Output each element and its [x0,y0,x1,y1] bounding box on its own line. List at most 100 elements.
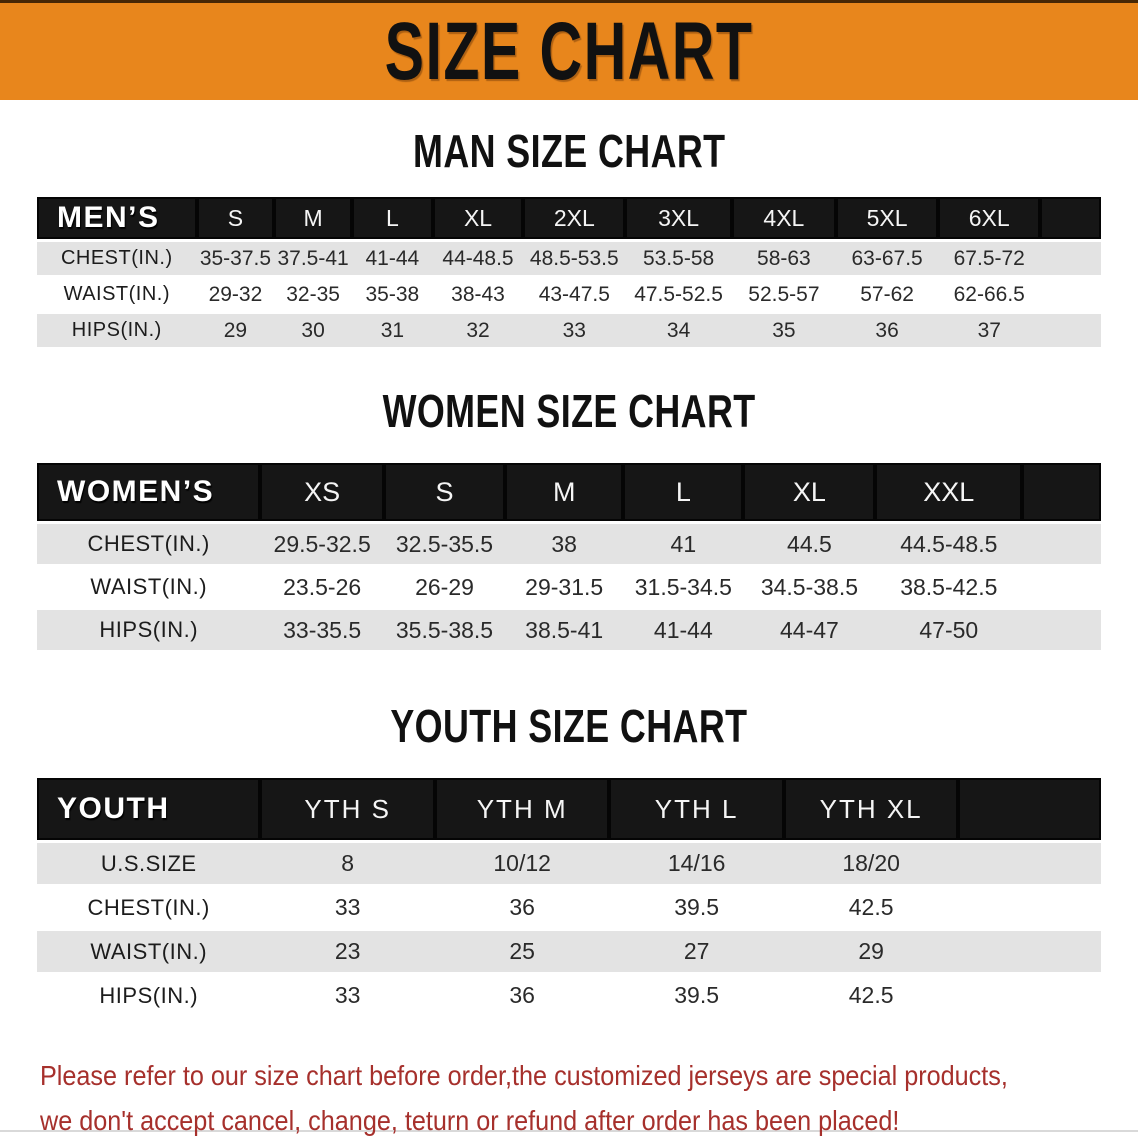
table-row: CHEST(IN.) 33 36 39.5 42.5 [37,887,1101,928]
size-value-cell: 42.5 [783,975,959,1016]
disclaimer-line-2: we don't accept cancel, change, teturn o… [40,1105,900,1137]
table-header-row: WOMEN’S XS S M L XL XXL [37,463,1101,521]
measurement-label-cell: WAIST(IN.) [37,567,261,607]
size-column-header: 4XL [731,197,837,239]
size-column-header: XXL [875,463,1023,521]
youth-section-heading-text: YOUTH SIZE CHART [390,700,748,752]
size-value-cell: 27 [609,931,784,972]
page-title-text: SIZE CHART [384,5,754,97]
size-value-cell: 29-31.5 [505,567,624,607]
size-value-cell: 32-35 [274,278,352,311]
size-value-cell: 39.5 [609,975,784,1016]
size-value-cell: 25 [434,931,610,972]
size-value-cell: 31.5-34.5 [623,567,744,607]
row-spacer-cell [958,975,1101,1016]
row-spacer-cell [1040,242,1101,275]
size-column-header: YTH L [609,778,784,840]
size-value-cell: 41-44 [623,610,744,650]
size-value-cell: 37.5-41 [274,242,352,275]
section-youth: YOUTH SIZE CHART YOUTH YTH S YTH M YTH L YTH… [0,703,1138,1019]
row-spacer-cell [1022,524,1101,564]
men-size-table: MEN’S S M L XL 2XL 3XL 4XL 5XL 6XL CHEST(IN.) 35-37… [37,194,1101,350]
youth-section-heading: YOUTH SIZE CHART [0,703,1138,749]
size-value-cell: 29.5-32.5 [260,524,384,564]
header-spacer-cell [1022,463,1101,521]
size-value-cell: 37 [938,314,1041,347]
size-value-cell: 34 [625,314,732,347]
size-column-header: XS [260,463,384,521]
size-value-cell: 39.5 [609,887,784,928]
size-value-cell: 38.5-42.5 [875,567,1023,607]
size-value-cell: 31 [351,314,433,347]
table-category-label: MEN’S [37,197,197,239]
size-column-header: YTH M [434,778,610,840]
size-column-header: S [196,197,275,239]
measurement-label-cell: CHEST(IN.) [37,242,197,275]
measurement-label-cell: CHEST(IN.) [37,887,261,928]
row-spacer-cell [958,843,1101,884]
size-value-cell: 36 [434,887,610,928]
section-women: WOMEN SIZE CHART WOMEN’S XS S M L XL XXL CHEST(… [0,388,1138,653]
table-category-label: YOUTH [37,778,261,840]
youth-size-table: YOUTH YTH S YTH M YTH L YTH XL U.S.SIZE 8 10/12… [37,775,1101,1019]
size-column-header: YTH XL [783,778,959,840]
size-value-cell: 44-48.5 [432,242,524,275]
size-value-cell: 29 [196,314,275,347]
size-value-cell: 35.5-38.5 [383,610,506,650]
size-value-cell: 35-37.5 [196,242,275,275]
table-row: WAIST(IN.) 23.5-26 26-29 29-31.5 31.5-34.5 34… [37,567,1101,607]
table-row: U.S.SIZE 8 10/12 14/16 18/20 [37,843,1101,884]
size-value-cell: 67.5-72 [938,242,1041,275]
size-value-cell: 18/20 [783,843,959,884]
size-value-cell: 30 [274,314,352,347]
measurement-label-cell: HIPS(IN.) [37,314,197,347]
size-value-cell: 8 [260,843,435,884]
size-value-cell: 26-29 [383,567,506,607]
table-row: CHEST(IN.) 29.5-32.5 32.5-35.5 38 41 44.5 44.5… [37,524,1101,564]
men-section-heading-text: MAN SIZE CHART [412,125,726,177]
size-value-cell: 29-32 [196,278,275,311]
size-value-cell: 53.5-58 [625,242,732,275]
size-value-cell: 44.5 [743,524,876,564]
table-row: HIPS(IN.) 33-35.5 35.5-38.5 38.5-41 41-44 44-… [37,610,1101,650]
size-value-cell: 35 [731,314,837,347]
size-value-cell: 33 [260,887,435,928]
size-value-cell: 47-50 [875,610,1023,650]
banner: SIZE CHART [0,0,1138,100]
size-value-cell: 44.5-48.5 [875,524,1023,564]
size-value-cell: 34.5-38.5 [743,567,876,607]
size-column-header: L [351,197,433,239]
size-value-cell: 48.5-53.5 [523,242,626,275]
size-column-header: 2XL [523,197,626,239]
size-value-cell: 38 [505,524,624,564]
disclaimer-line-1: Please refer to our size chart before or… [40,1060,1008,1091]
size-column-header: M [505,463,624,521]
women-section-heading: WOMEN SIZE CHART [0,388,1138,434]
men-section-heading: MAN SIZE CHART [0,128,1138,174]
size-value-cell: 42.5 [783,887,959,928]
size-value-cell: 43-47.5 [523,278,626,311]
size-value-cell: 52.5-57 [731,278,837,311]
size-value-cell: 32 [432,314,524,347]
size-column-header: XL [432,197,524,239]
size-value-cell: 35-38 [351,278,433,311]
size-value-cell: 36 [836,314,939,347]
section-men: MAN SIZE CHART MEN’S S M L XL 2XL 3XL 4XL 5XL 6XL… [0,128,1138,350]
size-column-header: XL [743,463,876,521]
size-value-cell: 14/16 [609,843,784,884]
size-column-header: 3XL [625,197,732,239]
size-column-header: M [274,197,352,239]
table-header-row: MEN’S S M L XL 2XL 3XL 4XL 5XL 6XL [37,197,1101,239]
women-section-heading-text: WOMEN SIZE CHART [382,385,756,437]
size-column-header: 5XL [836,197,939,239]
size-column-header: L [623,463,744,521]
measurement-label-cell: HIPS(IN.) [37,610,261,650]
size-value-cell: 33 [260,975,435,1016]
size-value-cell: 29 [783,931,959,972]
row-spacer-cell [958,887,1101,928]
size-value-cell: 33 [523,314,626,347]
table-row: WAIST(IN.) 23 25 27 29 [37,931,1101,972]
row-spacer-cell [958,931,1101,972]
measurement-label-cell: WAIST(IN.) [37,278,197,311]
